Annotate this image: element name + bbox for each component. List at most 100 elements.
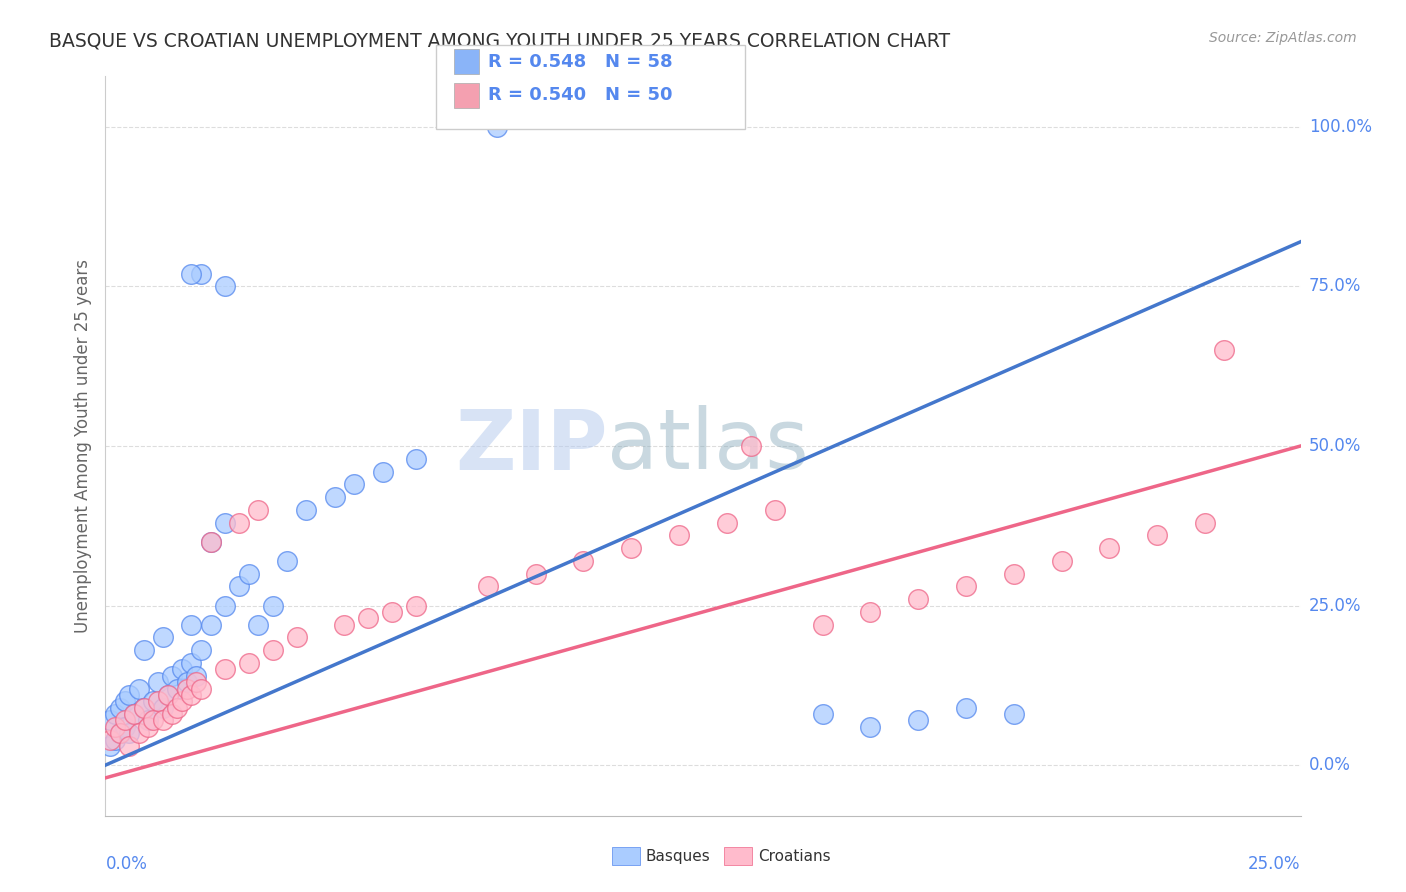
Point (138, 714, 160, 728)
Point (343, 477, 366, 491)
Point (811, 617, 834, 632)
Text: Basques: Basques (645, 849, 710, 863)
Point (333, 617, 356, 632)
Text: N = 58: N = 58 (605, 53, 672, 70)
Point (955, 700, 977, 714)
Point (486, 120, 509, 134)
Point (1194, 516, 1216, 530)
Point (152, 700, 174, 714)
Point (247, 617, 270, 632)
Point (128, 681, 150, 696)
Point (156, 688, 179, 702)
Point (238, 656, 260, 670)
Text: 25.0%: 25.0% (1249, 855, 1301, 873)
Point (285, 631, 308, 645)
Point (108, 726, 131, 740)
Point (122, 707, 145, 722)
Point (1098, 541, 1121, 555)
Point (620, 541, 643, 555)
Point (262, 643, 284, 657)
Point (104, 732, 127, 747)
Point (104, 707, 127, 722)
Point (381, 605, 404, 619)
Point (859, 605, 882, 619)
Point (180, 656, 202, 670)
Point (118, 739, 141, 753)
Point (180, 267, 202, 281)
Point (118, 726, 141, 740)
Point (740, 439, 762, 453)
Point (214, 279, 236, 293)
Point (132, 700, 155, 714)
Text: R = 0.548: R = 0.548 (488, 53, 586, 70)
Point (180, 617, 202, 632)
Point (186, 669, 208, 683)
Point (152, 631, 174, 645)
Point (955, 579, 977, 593)
Point (276, 554, 298, 568)
Point (238, 566, 260, 581)
Point (190, 267, 212, 281)
Point (1002, 707, 1025, 722)
Point (146, 694, 169, 708)
Point (118, 688, 141, 702)
Point (228, 579, 250, 593)
Point (1002, 566, 1025, 581)
Point (371, 465, 394, 479)
Point (200, 534, 222, 549)
Point (247, 503, 270, 517)
Text: 75.0%: 75.0% (1309, 277, 1361, 295)
Point (572, 554, 595, 568)
Point (907, 714, 929, 728)
Point (162, 669, 184, 683)
Point (138, 720, 160, 734)
Point (716, 516, 738, 530)
Point (907, 592, 929, 607)
Text: 50.0%: 50.0% (1309, 437, 1361, 455)
Point (262, 599, 284, 613)
Text: ZIP: ZIP (456, 406, 607, 486)
Point (108, 700, 131, 714)
Point (1050, 554, 1073, 568)
Point (98, 739, 121, 753)
Point (128, 726, 150, 740)
Point (122, 707, 145, 722)
Point (132, 643, 155, 657)
Point (152, 714, 174, 728)
Point (180, 688, 202, 702)
Point (295, 503, 318, 517)
Point (228, 516, 250, 530)
Point (405, 599, 427, 613)
Text: N = 50: N = 50 (605, 87, 672, 104)
Point (668, 528, 690, 542)
Point (214, 516, 236, 530)
Text: BASQUE VS CROATIAN UNEMPLOYMENT AMONG YOUTH UNDER 25 YEARS CORRELATION CHART: BASQUE VS CROATIAN UNEMPLOYMENT AMONG YO… (49, 31, 950, 50)
Point (146, 675, 169, 690)
Point (156, 688, 179, 702)
Text: 25.0%: 25.0% (1309, 597, 1361, 615)
Point (1213, 343, 1236, 358)
Point (200, 617, 222, 632)
Point (524, 566, 547, 581)
Point (170, 662, 193, 676)
Point (405, 451, 427, 466)
Point (166, 681, 188, 696)
Point (323, 490, 346, 504)
Point (142, 714, 165, 728)
Y-axis label: Unemployment Among Youth under 25 years: Unemployment Among Youth under 25 years (73, 259, 91, 633)
Text: 0.0%: 0.0% (105, 855, 148, 873)
Point (162, 707, 184, 722)
Point (811, 707, 834, 722)
Point (114, 720, 136, 734)
Point (132, 700, 155, 714)
Text: 0.0%: 0.0% (1309, 756, 1351, 774)
Point (104, 720, 127, 734)
Point (176, 675, 198, 690)
Point (186, 675, 208, 690)
Point (214, 662, 236, 676)
Point (190, 643, 212, 657)
Point (859, 720, 882, 734)
Point (477, 579, 499, 593)
Text: R = 0.540: R = 0.540 (488, 87, 586, 104)
Point (214, 599, 236, 613)
